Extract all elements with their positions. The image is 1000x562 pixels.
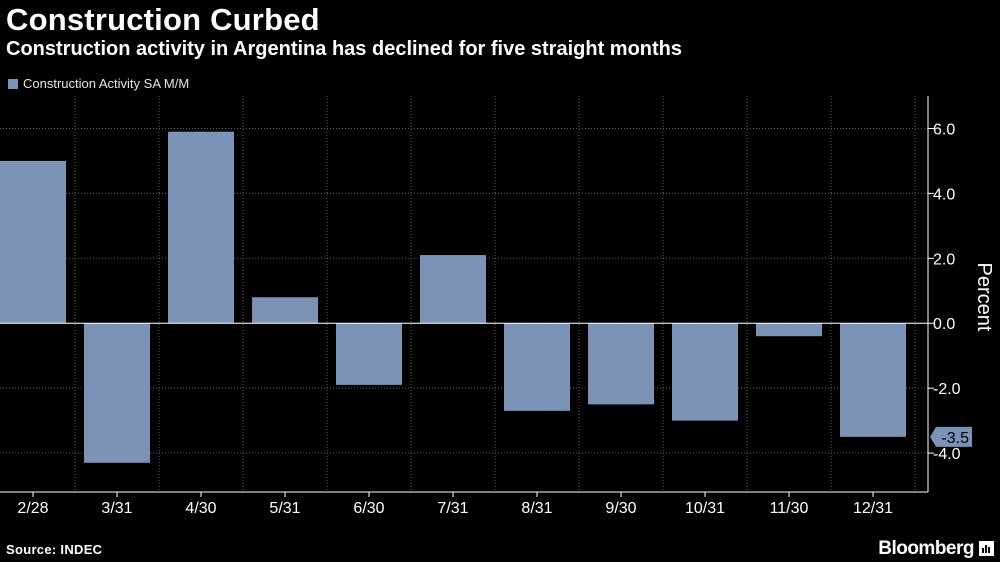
last-value-label: -3.5 [941, 430, 969, 447]
gridlines [0, 96, 928, 492]
x-tick-label: 11/30 [770, 500, 809, 517]
x-tick-label: 8/31 [521, 500, 552, 517]
legend-swatch [8, 78, 18, 89]
bloomberg-chart-icon [979, 541, 994, 556]
y-tick-label: 6.0 [933, 121, 955, 138]
x-tick-label: 5/31 [269, 500, 300, 517]
x-tick-label: 6/30 [353, 500, 384, 517]
chart-subtitle: Construction activity in Argentina has d… [6, 38, 683, 60]
y-tick-label: 2.0 [933, 251, 955, 268]
chart-title: Construction Curbed [6, 2, 320, 37]
source-note: Source: INDEC [6, 542, 103, 557]
bloomberg-logo: Bloomberg [878, 538, 974, 559]
x-tick-label: 3/31 [101, 500, 132, 517]
bar-4/30 [168, 131, 234, 324]
y-tick-label: 4.0 [933, 186, 955, 203]
legend: Construction Activity SA M/M [8, 76, 189, 91]
x-tick-label: 4/30 [185, 500, 216, 517]
bar-9/30 [588, 323, 654, 405]
bar-6/30 [336, 323, 402, 385]
bar-2/28 [0, 160, 66, 324]
x-tick-label: 2/28 [17, 500, 48, 517]
x-tick-label: 12/31 [853, 500, 893, 517]
y-tick-label: 0.0 [933, 316, 955, 333]
bar-10/31 [672, 323, 738, 421]
bar-11/30 [756, 323, 822, 337]
x-tick-label: 7/31 [437, 500, 468, 517]
bar-3/31 [84, 323, 150, 463]
x-tick-label: 9/30 [605, 500, 636, 517]
x-tick-label: 10/31 [685, 500, 725, 517]
bar-8/31 [504, 323, 570, 411]
last-value-callout: -3.5 [930, 426, 972, 447]
bar-7/31 [420, 255, 486, 324]
y-axis-title: Percent [973, 263, 995, 332]
x-axis-labels: 2/28 3/31 4/30 5/31 6/30 7/31 8/31 9/30 10/31 11/… [17, 492, 893, 517]
bars [0, 131, 928, 463]
legend-label: Construction Activity SA M/M [23, 76, 190, 91]
bar-12/31 [840, 323, 906, 437]
last-value-badge [930, 426, 972, 447]
y-tick-label: -4.0 [933, 446, 961, 463]
y-tick-label: -2.0 [933, 381, 961, 398]
y-axis: 6.0 4.0 2.0 0.0 -2.0 -4.0 [0, 96, 961, 493]
bar-5/31 [252, 297, 318, 324]
